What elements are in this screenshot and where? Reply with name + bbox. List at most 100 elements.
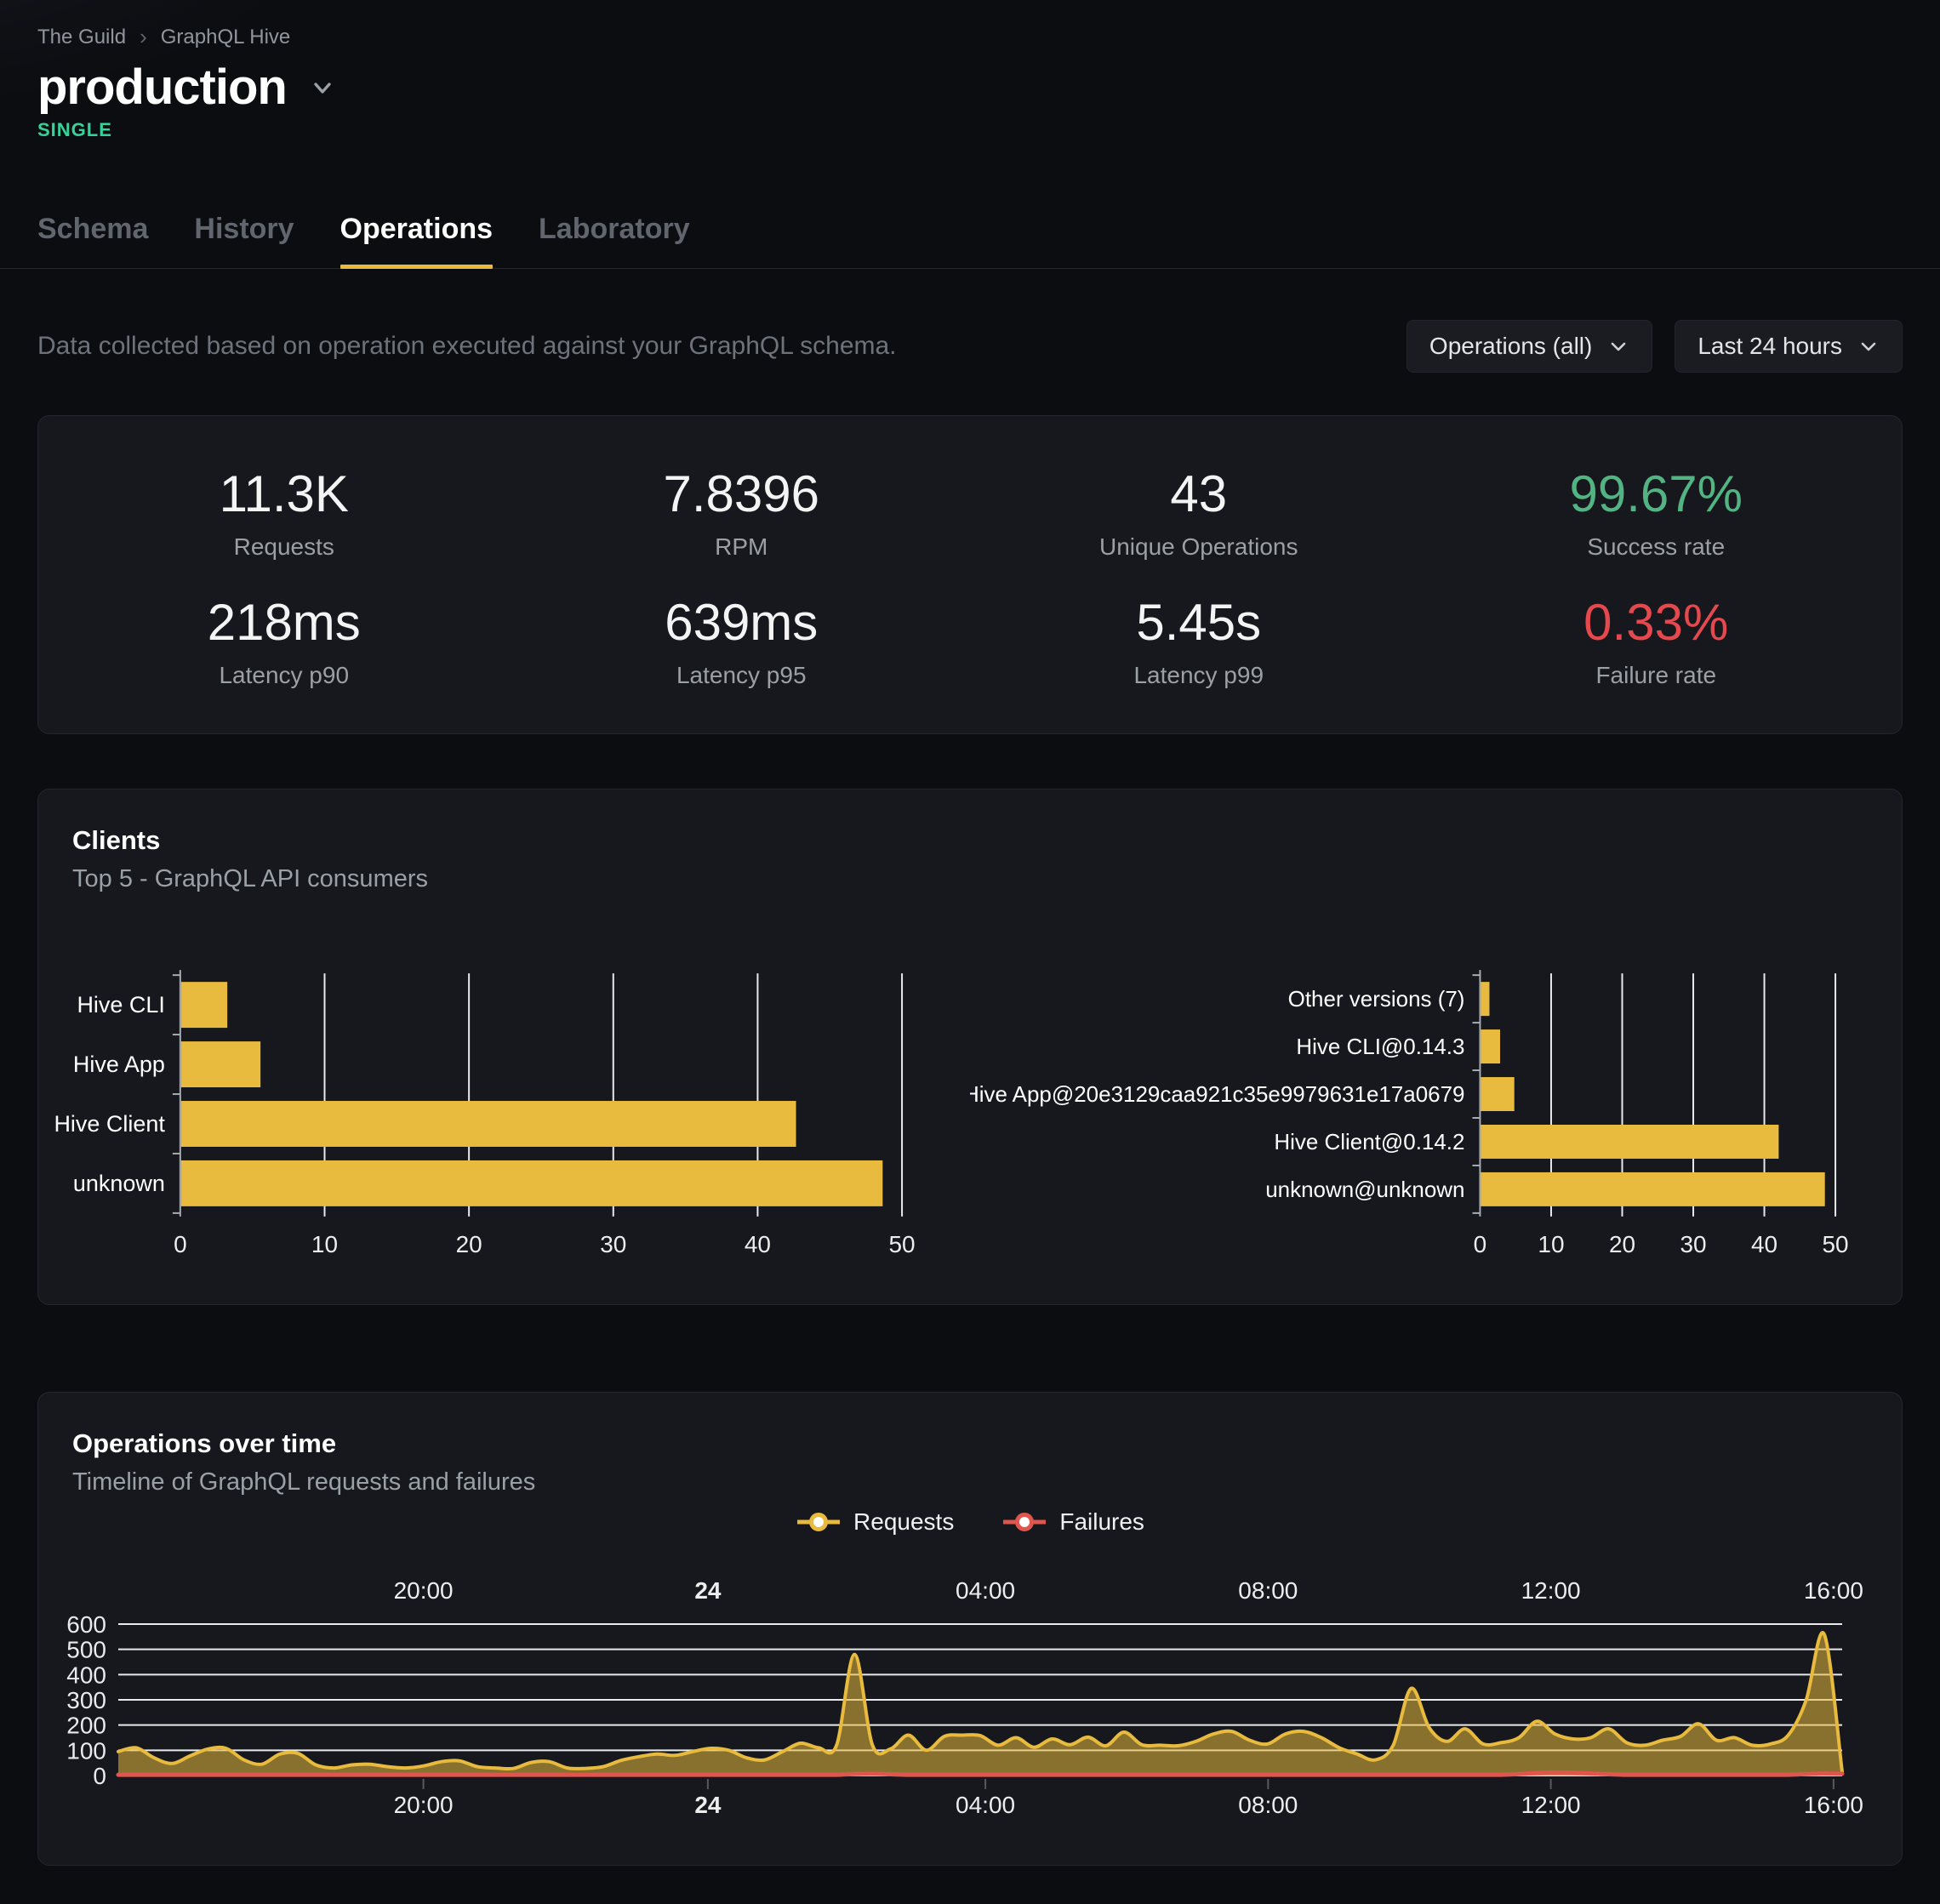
svg-text:08:00: 08:00	[1238, 1577, 1298, 1604]
stat-requests-label: Requests	[233, 533, 334, 560]
svg-text:20: 20	[456, 1231, 482, 1257]
operations-subtitle: Timeline of GraphQL requests and failure…	[72, 1468, 536, 1496]
svg-text:50: 50	[1823, 1231, 1849, 1257]
breadcrumb-separator-icon: ›	[140, 24, 147, 49]
svg-text:Hive App@20e3129caa921c35e9979: Hive App@20e3129caa921c35e9979631e17a067…	[970, 1081, 1464, 1107]
legend-item-requests[interactable]: Requests	[796, 1508, 954, 1536]
stat-rpm-value: 7.8396	[663, 465, 819, 522]
svg-text:24: 24	[694, 1792, 722, 1818]
breadcrumb: The Guild › GraphQL Hive	[37, 24, 1903, 49]
stat-success-rate: 99.67% Success rate	[1428, 453, 1886, 574]
svg-text:12:00: 12:00	[1521, 1792, 1581, 1818]
stat-latency-p99-label: Latency p99	[1133, 662, 1264, 689]
svg-text:10: 10	[311, 1231, 338, 1257]
svg-text:20: 20	[1609, 1231, 1635, 1257]
stat-requests-value: 11.3K	[219, 465, 349, 522]
stat-success-rate-value: 99.67%	[1569, 465, 1743, 522]
svg-text:50: 50	[889, 1231, 916, 1257]
svg-text:100: 100	[66, 1737, 106, 1764]
breadcrumb-org-link[interactable]: The Guild	[37, 26, 127, 48]
svg-text:600: 600	[66, 1611, 106, 1638]
svg-text:30: 30	[600, 1231, 626, 1257]
stat-latency-p99: 5.45s Latency p99	[970, 583, 1428, 704]
stat-latency-p95-value: 639ms	[665, 594, 819, 652]
clients-bar-chart-by-version[interactable]: 0 10 20 30 40 50 Other versions (7) Hive CLI@0.…	[970, 968, 1902, 1266]
svg-text:12:00: 12:00	[1521, 1577, 1581, 1604]
breadcrumb-project-link[interactable]: GraphQL Hive	[160, 26, 291, 48]
legend-label-failures: Failures	[1059, 1508, 1144, 1535]
chevron-down-icon	[1861, 342, 1876, 351]
stat-failure-rate-value: 0.33%	[1583, 594, 1729, 652]
stat-latency-p90-value: 218ms	[207, 594, 361, 652]
toolbar: Data collected based on operation execut…	[37, 320, 1903, 373]
stat-requests: 11.3K Requests	[55, 453, 513, 574]
tab-operations[interactable]: Operations	[340, 213, 494, 269]
svg-text:Hive Client: Hive Client	[54, 1111, 165, 1137]
svg-text:0: 0	[1474, 1231, 1487, 1257]
clients-bar-chart-by-name[interactable]: 0 10 20 30 40 50 Hive CLI Hive App Hive Client un…	[38, 968, 970, 1266]
chevron-down-icon	[1612, 342, 1626, 351]
operations-over-time-card: Operations over time Timeline of GraphQL…	[37, 1392, 1903, 1866]
stat-latency-p95: 639ms Latency p95	[513, 583, 971, 704]
stat-latency-p95-label: Latency p95	[676, 662, 807, 689]
operations-title: Operations over time	[72, 1428, 337, 1458]
svg-text:Hive App: Hive App	[73, 1052, 165, 1077]
svg-text:04:00: 04:00	[956, 1577, 1015, 1604]
tab-history[interactable]: History	[194, 213, 294, 245]
target-picker-chevron-icon[interactable]	[309, 74, 336, 101]
legend-marker-failures-icon	[1003, 1513, 1047, 1531]
svg-text:16:00: 16:00	[1804, 1577, 1863, 1604]
page-description: Data collected based on operation execut…	[37, 332, 897, 360]
page-header: The Guild › GraphQL Hive production SING…	[0, 0, 1940, 141]
stat-success-rate-label: Success rate	[1587, 533, 1726, 560]
svg-text:500: 500	[66, 1637, 106, 1663]
tab-laboratory[interactable]: Laboratory	[539, 213, 690, 245]
chart-legend: Requests Failures	[38, 1508, 1902, 1536]
svg-text:unknown: unknown	[73, 1171, 165, 1196]
stat-unique-operations-label: Unique Operations	[1099, 533, 1298, 560]
stat-latency-p99-value: 5.45s	[1136, 594, 1262, 652]
svg-text:Hive CLI: Hive CLI	[77, 992, 164, 1018]
svg-text:04:00: 04:00	[956, 1792, 1015, 1818]
svg-text:0: 0	[174, 1231, 187, 1257]
clients-subtitle: Top 5 - GraphQL API consumers	[72, 865, 429, 892]
stat-failure-rate: 0.33% Failure rate	[1428, 583, 1886, 704]
clients-title: Clients	[72, 825, 161, 855]
operations-filter-value: Operations (all)	[1429, 333, 1593, 359]
svg-text:16:00: 16:00	[1804, 1792, 1863, 1818]
svg-text:Hive Client@0.14.2: Hive Client@0.14.2	[1274, 1129, 1464, 1154]
stats-card: 11.3K Requests 7.8396 RPM 43 Unique Oper…	[37, 415, 1903, 734]
target-title[interactable]: production	[37, 60, 288, 115]
svg-text:40: 40	[1751, 1231, 1777, 1257]
svg-text:unknown@unknown: unknown@unknown	[1265, 1177, 1464, 1202]
svg-text:200: 200	[66, 1713, 106, 1739]
svg-text:40: 40	[745, 1231, 771, 1257]
svg-text:20:00: 20:00	[394, 1577, 454, 1604]
stat-unique-operations-value: 43	[1170, 465, 1228, 522]
svg-text:300: 300	[66, 1687, 106, 1713]
svg-text:20:00: 20:00	[394, 1792, 454, 1818]
svg-text:Other versions (7): Other versions (7)	[1288, 986, 1465, 1012]
clients-card: Clients Top 5 - GraphQL API consumers 0 1…	[37, 789, 1903, 1305]
stat-latency-p90-label: Latency p90	[219, 662, 350, 689]
legend-marker-requests-icon	[797, 1513, 841, 1531]
svg-text:400: 400	[66, 1662, 106, 1688]
target-type-badge: SINGLE	[37, 119, 112, 140]
legend-label-requests: Requests	[853, 1508, 955, 1535]
svg-text:08:00: 08:00	[1238, 1792, 1298, 1818]
svg-text:0: 0	[93, 1763, 106, 1789]
svg-text:30: 30	[1680, 1231, 1706, 1257]
time-range-select[interactable]: Last 24 hours	[1675, 320, 1903, 373]
stat-latency-p90: 218ms Latency p90	[55, 583, 513, 704]
legend-item-failures[interactable]: Failures	[1001, 1508, 1144, 1536]
operations-filter-select[interactable]: Operations (all)	[1406, 320, 1653, 373]
stat-unique-operations: 43 Unique Operations	[970, 453, 1428, 574]
tab-schema[interactable]: Schema	[37, 213, 149, 245]
svg-text:10: 10	[1538, 1231, 1564, 1257]
stat-rpm: 7.8396 RPM	[513, 453, 971, 574]
stat-rpm-label: RPM	[715, 533, 768, 560]
time-range-value: Last 24 hours	[1698, 333, 1842, 359]
tab-bar: Schema History Operations Laboratory	[0, 213, 1940, 269]
